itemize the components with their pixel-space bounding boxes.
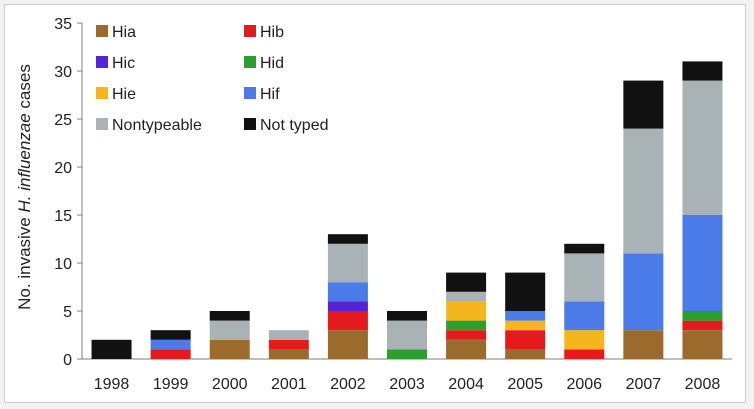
legend-swatch-not-typed [244, 118, 256, 130]
legend-swatch-hia [96, 25, 108, 37]
bar-segment-2008-hia [682, 330, 723, 359]
legend-label-not-typed: Not typed [260, 117, 328, 134]
y-tick-label: 5 [63, 304, 72, 321]
bar-segment-2005-hie [505, 320, 546, 331]
legend-swatch-hie [96, 87, 108, 99]
bar-segment-2008-hib [682, 320, 723, 331]
legend-swatch-nontypeable [96, 118, 108, 130]
bar-segment-2004-hie [446, 301, 487, 321]
y-tick-label: 20 [54, 160, 72, 177]
legend-label-hif: Hif [260, 86, 280, 103]
bar-segment-2005-hib [505, 330, 546, 350]
y-tick-label: 0 [63, 352, 72, 369]
x-tick-label: 1998 [94, 376, 130, 393]
bar-segment-2000-not-typed [209, 311, 250, 321]
x-tick-label: 2001 [271, 376, 307, 393]
bar-segment-2005-hia [505, 349, 546, 359]
bar-segment-2003-not-typed [387, 311, 427, 321]
bar-segment-2008-hid [682, 311, 723, 321]
y-axis-label-italic: H. influenzae [15, 113, 34, 212]
bar-segment-2001-hia [268, 349, 309, 359]
x-tick-label: 2000 [212, 376, 248, 393]
bar-segment-2004-hid [446, 320, 487, 331]
bar-segment-2004-hia [446, 339, 487, 359]
x-tick-label: 2004 [448, 376, 484, 393]
bar-segment-2002-hic [327, 301, 368, 311]
x-tick-label: 2008 [685, 376, 721, 393]
chart-frame [4, 4, 746, 403]
bar-segment-2002-hif [327, 282, 368, 302]
bar-segment-2001-nontypeable [268, 330, 309, 340]
bar-segment-2006-hie [564, 330, 605, 350]
bar-segment-2000-nontypeable [209, 320, 250, 340]
x-tick-label: 2005 [507, 376, 543, 393]
x-tick-label: 2003 [389, 376, 425, 393]
bar-segment-2002-hib [327, 311, 368, 331]
bar-segment-2006-nontypeable [564, 253, 605, 302]
bar-segment-2008-not-typed [682, 61, 723, 81]
x-tick-label: 2002 [330, 376, 366, 393]
legend-swatch-hid [244, 56, 256, 68]
bar-segment-2001-hib [268, 339, 309, 350]
legend-label-hia: Hia [112, 24, 136, 41]
legend-swatch-hic [96, 56, 108, 68]
legend-swatch-hib [244, 25, 256, 37]
legend-label-hic: Hic [112, 55, 135, 72]
bar-segment-2008-nontypeable [682, 80, 723, 215]
svg-text:No. invasive H. influenzae cas: No. invasive H. influenzae cases [15, 64, 34, 310]
bar-segment-2005-not-typed [505, 272, 546, 311]
bar-segment-2007-nontypeable [623, 128, 664, 254]
x-tick-label: 2006 [566, 376, 602, 393]
bar-segment-2008-hif [682, 215, 723, 311]
bar-segment-2007-hif [623, 253, 664, 331]
legend-label-hie: Hie [112, 86, 136, 103]
bar-segment-1999-hif [150, 339, 191, 350]
y-tick-label: 25 [54, 112, 72, 129]
legend-label-nontypeable: Nontypeable [112, 117, 202, 134]
y-tick-label: 35 [54, 16, 72, 33]
legend-label-hid: Hid [260, 55, 284, 72]
bar-segment-2002-hia [327, 330, 368, 359]
bar-segment-2006-not-typed [564, 243, 605, 254]
x-tick-label: 1999 [153, 376, 189, 393]
bar-segment-2006-hif [564, 301, 605, 331]
legend-label-hib: Hib [260, 24, 284, 41]
bar-segment-2007-not-typed [623, 80, 664, 129]
bar-segment-2006-hib [564, 349, 605, 359]
y-tick-label: 15 [54, 208, 72, 225]
bar-segment-1998-not-typed [91, 339, 132, 359]
bar-segment-2004-nontypeable [446, 291, 487, 302]
bar-segment-2007-hia [623, 330, 664, 359]
bar-segment-2002-not-typed [327, 234, 368, 244]
bar-segment-2000-hia [209, 339, 250, 359]
bar-segment-2004-hib [446, 330, 487, 340]
y-axis-label-suffix: cases [15, 64, 34, 113]
bar-segment-1999-not-typed [150, 330, 191, 340]
y-tick-label: 30 [54, 64, 72, 81]
y-tick-label: 10 [54, 256, 72, 273]
y-axis-label-prefix: No. invasive [15, 213, 34, 310]
x-tick-label: 2007 [626, 376, 662, 393]
bar-segment-2005-hif [505, 311, 546, 321]
bar-segment-2003-nontypeable [387, 320, 427, 350]
bar-segment-1999-hib [150, 349, 191, 359]
bar-segment-2004-not-typed [446, 272, 487, 292]
legend-swatch-hif [244, 87, 256, 99]
bar-segment-2002-nontypeable [327, 243, 368, 283]
y-axis-label: No. invasive H. influenzae cases [15, 64, 34, 310]
bar-segment-2003-hid [387, 349, 427, 359]
